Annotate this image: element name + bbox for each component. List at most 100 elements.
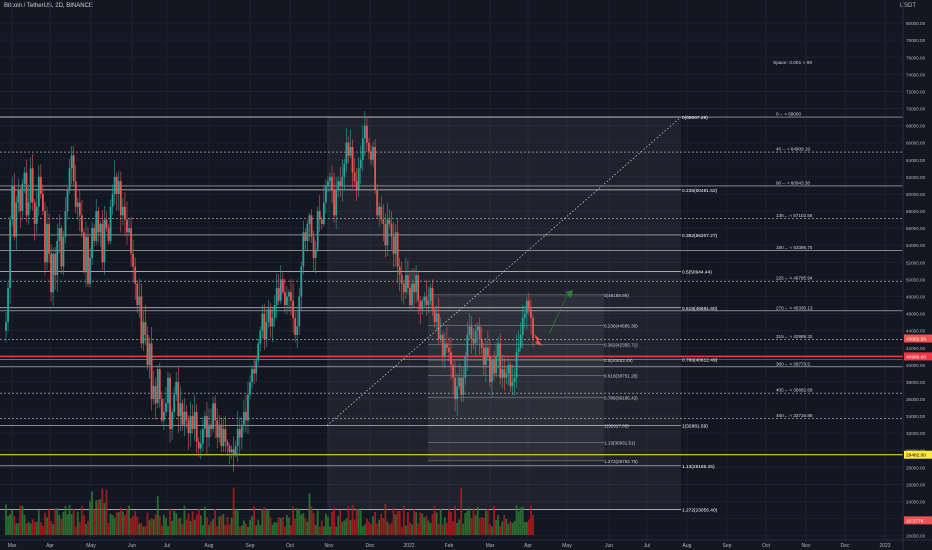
volume-bar [277, 517, 280, 535]
candle-body [366, 125, 368, 143]
volume-bar [431, 513, 434, 535]
volume-bar [482, 517, 485, 535]
candle-body [423, 296, 426, 301]
price-axis-label: 60000.00 [906, 192, 926, 197]
volume-bar [13, 516, 16, 535]
time-axis-label: 2023 [879, 543, 890, 549]
volume-bar [44, 512, 46, 535]
volume-bar [56, 508, 59, 535]
volume-bar [220, 515, 223, 535]
candle-body [255, 360, 258, 374]
candle-body [361, 138, 364, 160]
volume-bar [320, 520, 323, 535]
candle-body [183, 411, 186, 425]
candle-body [99, 223, 102, 233]
candle-body [247, 394, 249, 421]
price-badge [904, 450, 932, 459]
candle-body [464, 356, 467, 378]
price-axis-label: 68000.00 [906, 124, 926, 129]
volume-bar [162, 514, 165, 535]
time-axis-label: Apr [524, 543, 532, 549]
small-fib-label: 1.272(28762.75) [604, 459, 638, 464]
candle-body [407, 275, 409, 288]
candle-body [117, 181, 120, 194]
volume-bar [70, 514, 73, 535]
candle-body [286, 296, 288, 306]
price-axis-label: 28000.00 [906, 465, 926, 470]
time-axis-label: Nov [325, 543, 334, 549]
small-fib-label: 0.5(40553.49) [604, 358, 633, 363]
volume-bar [294, 518, 297, 535]
volume-bar [181, 524, 184, 535]
volume-bar [493, 506, 495, 535]
volume-bar [62, 511, 65, 535]
volume-bar [456, 522, 459, 535]
volume-bar [292, 506, 294, 535]
volume-bar [103, 503, 106, 535]
gann-level-label: 180→ ≈ 53386.75 [776, 245, 813, 250]
volume-bar [333, 507, 335, 535]
candle-body [443, 343, 446, 357]
volume-bar [368, 521, 370, 535]
candle-body [283, 292, 286, 306]
red-arrow-down [534, 334, 543, 346]
candle-body [478, 326, 481, 340]
candle-body [119, 181, 122, 216]
candle-body [501, 369, 504, 378]
volume-bar [105, 489, 108, 535]
price-axis-label: 38000.00 [906, 380, 926, 385]
volume-bar [448, 509, 450, 535]
time-axis-label: Jul [164, 543, 170, 549]
volume-bar [78, 521, 81, 535]
candle-body [9, 219, 12, 288]
candle-body [107, 228, 110, 241]
time-axis-label: Apr [46, 543, 54, 549]
candle-body [298, 296, 301, 327]
candle-body [103, 219, 106, 263]
candle-body [138, 296, 141, 306]
price-axis-label: 76000.00 [906, 55, 926, 60]
volume-bar [197, 508, 200, 535]
gann-level-label: 270→ ≈ 46330.13 [776, 305, 813, 310]
candle-body [452, 364, 454, 378]
candle-body [530, 309, 532, 318]
candle-body [341, 176, 344, 186]
volume-bar [355, 509, 358, 535]
candle-body [179, 403, 182, 417]
volume-bar [509, 521, 512, 535]
price-axis-label: 36000.00 [906, 397, 926, 402]
volume-bar [212, 519, 215, 535]
volume-bar [113, 517, 116, 535]
candle-body [466, 334, 469, 357]
candle-body [177, 381, 180, 417]
candle-body [304, 232, 307, 241]
volume-bar [421, 513, 424, 535]
candle-body [318, 211, 321, 220]
candle-body [156, 369, 159, 404]
volume-bar [95, 500, 98, 535]
volume-bar [226, 516, 229, 535]
candle-body [189, 416, 192, 434]
candle-body [126, 219, 128, 233]
volume-bar [218, 516, 221, 535]
volume-bar [302, 513, 305, 535]
candle-body [19, 189, 22, 212]
candle-body [39, 176, 42, 194]
price-axis-label: 44000.00 [906, 329, 926, 334]
volume-bar [347, 506, 350, 535]
volume-bar [33, 521, 36, 535]
price-axis-label: 70000.00 [906, 107, 926, 112]
candle-body [171, 411, 173, 429]
volume-bar [324, 513, 327, 535]
volume-bar [335, 526, 338, 535]
price-badge-label: 43082.56 [906, 337, 926, 343]
candle-body [460, 377, 463, 395]
volume-bar [497, 515, 500, 535]
volume-bar [437, 523, 440, 535]
candle-body [411, 283, 413, 306]
volume-bar [374, 511, 377, 535]
candle-body [435, 313, 438, 323]
volume-bar [316, 510, 319, 535]
volume-bar [390, 522, 393, 535]
